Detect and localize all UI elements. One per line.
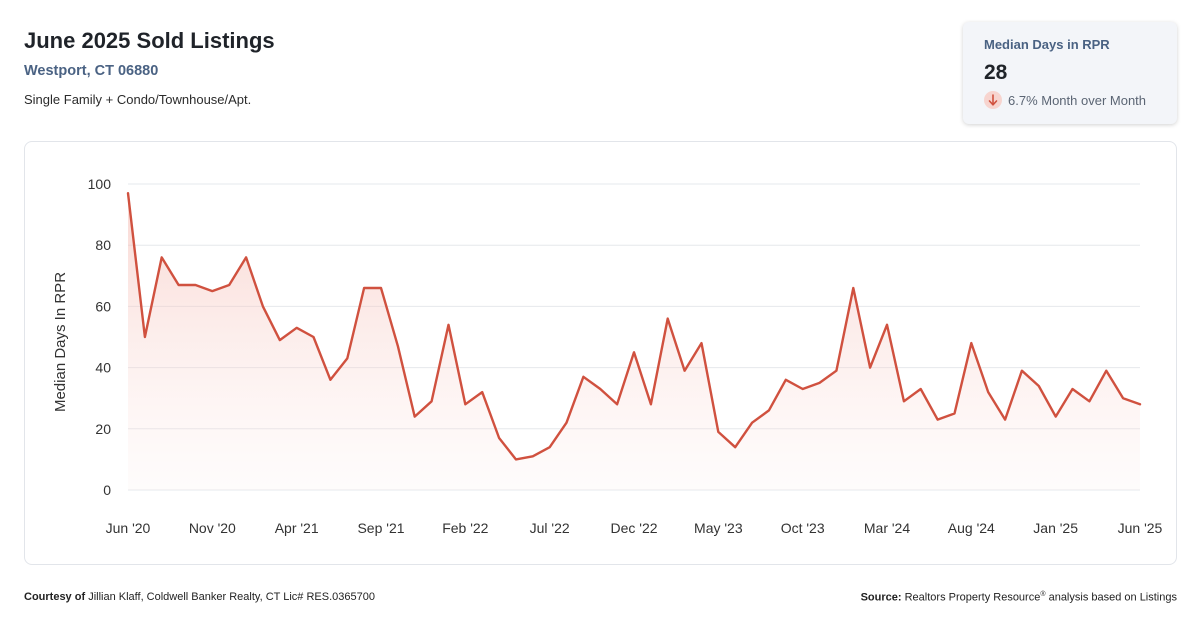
- x-tick-label: Aug '24: [948, 520, 995, 536]
- x-tick-label: May '23: [694, 520, 743, 536]
- line-chart: 0 20 40 60 80 100 Jun '20 Nov '20 Apr '21 Sep '2…: [52, 176, 1163, 536]
- page-title: June 2025 Sold Listings: [24, 28, 275, 53]
- arrow-down-icon: [984, 91, 1002, 109]
- y-tick-label: 100: [88, 176, 112, 192]
- x-tick-label: Dec '22: [610, 520, 657, 536]
- x-tick-label: Nov '20: [189, 520, 236, 536]
- x-tick-label: Jan '25: [1033, 520, 1078, 536]
- source-footer: Source: Realtors Property Resource® anal…: [861, 591, 1177, 604]
- x-tick-label: Feb '22: [442, 520, 488, 536]
- courtesy-text: Jillian Klaff, Coldwell Banker Realty, C…: [88, 591, 375, 603]
- x-tick-label: Jun '20: [106, 520, 151, 536]
- y-tick-label: 80: [95, 237, 111, 253]
- y-tick-label: 0: [103, 482, 111, 498]
- registered-mark: ®: [1040, 591, 1046, 598]
- source-label: Source:: [860, 591, 902, 604]
- kpi-change-text: 6.7% Month over Month: [1008, 92, 1147, 108]
- y-tick-label: 20: [95, 421, 111, 437]
- x-tick-label: Sep '21: [357, 520, 404, 536]
- x-tick-label: Jul '22: [530, 520, 570, 536]
- y-axis-label: Median Days In RPR: [52, 272, 69, 412]
- source-text-before: Realtors Property Resource: [904, 591, 1041, 604]
- kpi-label: Median Days in RPR: [984, 37, 1110, 52]
- courtesy-footer: Courtesy of Jillian Klaff, Coldwell Bank…: [24, 591, 375, 603]
- x-tick-label: Jun '25: [1118, 520, 1163, 536]
- location-label: Westport, CT 06880: [24, 63, 159, 79]
- kpi-card: Median Days in RPR 28 6.7% Month over Mo…: [963, 22, 1177, 124]
- kpi-value: 28: [984, 61, 1008, 84]
- x-tick-label: Oct '23: [781, 520, 825, 536]
- area-fill: [128, 193, 1140, 490]
- x-tick-label: Mar '24: [864, 520, 910, 536]
- property-types-label: Single Family + Condo/Townhouse/Apt.: [24, 92, 252, 107]
- y-tick-label: 60: [95, 298, 111, 314]
- chart-card: 0 20 40 60 80 100 Jun '20 Nov '20 Apr '21 Sep '2…: [24, 141, 1177, 565]
- x-tick-label: Apr '21: [275, 520, 319, 536]
- kpi-change: 6.7% Month over Month: [984, 91, 1177, 109]
- y-tick-label: 40: [95, 360, 111, 376]
- source-text-after: analysis based on Listings: [1048, 591, 1177, 604]
- courtesy-label: Courtesy of: [24, 591, 86, 603]
- series-line: [126, 192, 1142, 461]
